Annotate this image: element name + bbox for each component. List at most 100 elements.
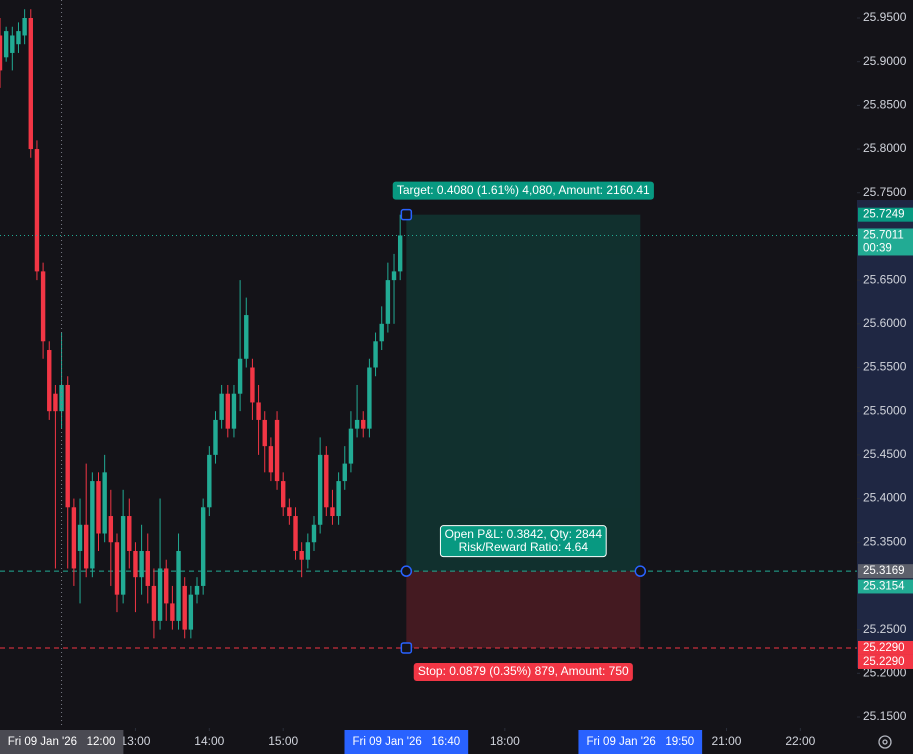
- time-tag-label: Fri 09 Jan '26 16:40: [352, 736, 460, 748]
- y-tick-label: 25.2000: [863, 665, 907, 679]
- axes: 25.9500 25.9000 25.8500 25.8000 25.7500 25.65…: [0, 10, 913, 754]
- candle-body: [145, 550, 150, 586]
- price-tag-label: 25.3169: [863, 565, 905, 577]
- candle-body: [40, 271, 46, 342]
- y-tick-label: 25.1500: [863, 709, 907, 723]
- candle-body: [34, 149, 40, 272]
- candle-body: [354, 419, 360, 429]
- candle-body: [200, 507, 206, 586]
- target-label-bg: [392, 181, 654, 200]
- candle-body: [194, 585, 200, 595]
- price-tag: [858, 207, 913, 222]
- candle-body: [133, 550, 138, 578]
- candle-body: [16, 31, 21, 45]
- time-tag-label: Fri 09 Jan '26 19:50: [586, 736, 694, 748]
- y-tick-label: 25.4000: [863, 491, 907, 505]
- candle-body: [225, 393, 230, 429]
- candle-body: [96, 481, 101, 534]
- x-tick-label: 18:00: [490, 734, 520, 748]
- gear-center: [882, 739, 888, 745]
- price-tag: [858, 228, 913, 256]
- candle-body: [0, 35, 3, 71]
- time-tag: [0, 730, 124, 754]
- stop-label-text: Stop: 0.0879 (0.35%) 879, Amount: 750: [418, 664, 629, 678]
- candle-body: [182, 585, 187, 630]
- candle-body: [170, 603, 175, 621]
- candle-body: [65, 384, 70, 508]
- time-tag: [578, 730, 703, 754]
- candle-body: [373, 341, 378, 368]
- time-tag-label: Fri 09 Jan '26 12:00: [8, 736, 116, 748]
- x-tick-label: 13:00: [120, 734, 150, 748]
- pnl-label-text: Open P&L: 0.3842, Qty: 2844: [445, 527, 603, 541]
- target-label-text: Target: 0.4080 (1.61%) 4,080, Amount: 21…: [397, 183, 650, 197]
- candle-body: [397, 235, 403, 272]
- stop-label: Stop: 0.0879 (0.35%) 879, Amount: 750: [413, 662, 633, 681]
- handle: [400, 208, 413, 221]
- candle-body: [53, 393, 58, 412]
- y-tick-label: 25.3500: [863, 534, 907, 548]
- x-tick-label: 14:00: [194, 734, 224, 748]
- grid: [134, 17, 860, 731]
- y-tick-label: 25.8500: [863, 98, 907, 112]
- candle-body: [244, 315, 249, 359]
- candle-body: [391, 271, 397, 281]
- candle-body: [274, 419, 280, 482]
- target-label: Target: 0.4080 (1.61%) 4,080, Amount: 21…: [392, 181, 654, 200]
- candle-body: [10, 35, 15, 53]
- price-range-highlight: [857, 200, 913, 668]
- candle-body: [379, 323, 384, 342]
- candle-body: [151, 585, 157, 621]
- settings-icon[interactable]: [878, 735, 892, 749]
- y-tick-label: 25.6000: [863, 316, 907, 330]
- candle-body: [299, 550, 304, 560]
- candle-body: [164, 568, 169, 604]
- candle-body: [114, 542, 120, 595]
- stop-label-bg: [413, 662, 633, 681]
- candle-body: [361, 419, 366, 429]
- candle-body: [311, 524, 317, 543]
- price-tag-label: 25.7011: [863, 230, 904, 242]
- pnl-label-bg: [439, 525, 607, 558]
- candle-body: [293, 516, 298, 551]
- candle-body: [281, 481, 286, 508]
- profit-zone: [406, 214, 641, 572]
- candle-body: [207, 454, 212, 508]
- candle-body: [22, 17, 27, 36]
- y-tick-label: 25.2500: [863, 622, 907, 636]
- price-tag-label: 25.2290: [863, 656, 905, 668]
- candle-body: [287, 507, 292, 517]
- price-tag-label: 25.2290: [863, 642, 905, 654]
- y-tick-label: 25.9000: [863, 54, 907, 68]
- candle-body: [262, 419, 267, 447]
- candle-body: [250, 367, 255, 403]
- x-tick-label: 22:00: [785, 734, 815, 748]
- countdown-label: 00:39: [863, 243, 892, 255]
- gear-outline: [878, 735, 892, 749]
- y-tick-label: 25.5500: [863, 360, 907, 374]
- y-tick-label: 25.8000: [863, 141, 907, 155]
- candle-body: [213, 419, 218, 455]
- candle-body: [102, 472, 107, 534]
- candle-body: [367, 367, 372, 429]
- candle-body: [108, 516, 114, 543]
- candle-body: [342, 463, 347, 482]
- y-tick-label: 25.9500: [863, 10, 907, 24]
- candle-body: [317, 454, 323, 525]
- time-tag: [344, 730, 469, 754]
- candle-body: [305, 542, 311, 560]
- candle-body: [3, 31, 9, 58]
- candle-body: [157, 568, 163, 621]
- x-tick-label: 21:00: [711, 734, 741, 748]
- pnl-label-text: Risk/Reward Ratio: 4.64: [459, 540, 589, 554]
- y-tick-label: 25.7500: [863, 185, 907, 199]
- candle-body: [59, 384, 64, 412]
- candle-body: [90, 481, 95, 569]
- candle-body: [336, 481, 341, 517]
- candle-body: [385, 280, 391, 324]
- candle-body: [83, 524, 89, 569]
- handle: [634, 565, 647, 577]
- handle: [400, 642, 413, 654]
- position-tool: [0, 214, 857, 649]
